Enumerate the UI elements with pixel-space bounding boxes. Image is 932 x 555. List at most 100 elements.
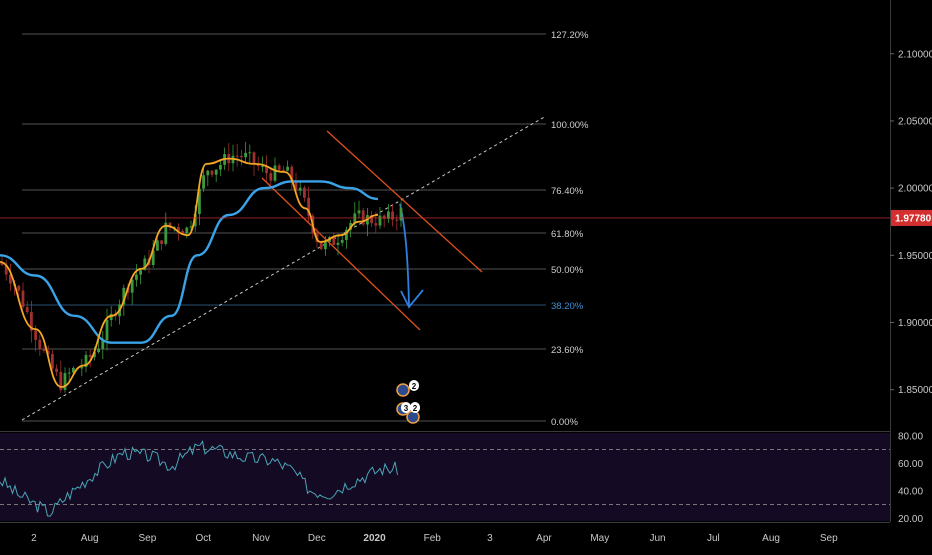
candle-body: [244, 152, 247, 158]
price-pane[interactable]: [0, 0, 890, 430]
candle-body: [4, 264, 8, 275]
channel-lower-line[interactable]: [261, 177, 421, 331]
candle-body: [294, 181, 298, 191]
time-tick-label: Aug: [762, 533, 780, 544]
candle-body: [248, 152, 252, 154]
candle-body: [273, 165, 277, 181]
event-count-label: 2: [413, 404, 418, 413]
rsi-tick-label: 60.00: [898, 459, 923, 470]
candle-body: [130, 279, 134, 293]
candle-body: [139, 270, 142, 275]
time-tick-label: Jun: [649, 533, 665, 544]
time-tick-label: Sep: [820, 533, 838, 544]
candle-body: [51, 354, 54, 369]
rsi-indicator: [0, 440, 890, 517]
forecast-arrow-head[interactable]: [400, 289, 424, 309]
candle-body: [42, 349, 46, 351]
candle-body: [189, 226, 193, 228]
fib-level-label: 50.00%: [551, 265, 584, 276]
candle-body: [303, 187, 306, 198]
price-tick-label: 1.95000: [898, 251, 932, 262]
candle-body: [181, 231, 184, 234]
fib-level-label: 61.80%: [551, 229, 584, 240]
time-tick-label: Apr: [536, 533, 552, 544]
price-axis[interactable]: 2.10000 2.05000 2.00000 1.95000 1.90000 1.850…: [0, 49, 932, 396]
time-tick-label: 3: [487, 533, 493, 544]
candle-body: [282, 169, 285, 171]
fib-level-label: 38.20%: [551, 301, 584, 312]
event-badges[interactable]: 23 2: [396, 380, 420, 424]
rsi-tick-label: 20.00: [898, 514, 923, 525]
dashed-trendline[interactable]: [21, 115, 547, 421]
candle-body: [395, 219, 399, 221]
candle-body: [156, 240, 159, 251]
candle-body: [198, 188, 201, 215]
candle-body: [256, 164, 260, 167]
candle-body: [265, 166, 268, 174]
candle-body: [324, 241, 327, 250]
candle-body: [177, 226, 180, 232]
fib-level-label: 100.00%: [551, 120, 589, 131]
time-tick-label: Dec: [308, 533, 326, 544]
price-tick-label: 2.10000: [898, 49, 932, 60]
event-flag-icon[interactable]: [396, 383, 410, 397]
time-axis[interactable]: 2 Aug Sep Oct Nov Dec 2020 Feb 3 Apr May Jun Jul Aug S…: [31, 533, 838, 544]
fib-level-label: 76.40%: [551, 186, 584, 197]
event-count-badge[interactable]: [409, 380, 419, 391]
candle-body: [290, 166, 294, 182]
candle-body: [336, 242, 340, 245]
time-tick-label: Sep: [139, 533, 157, 544]
candle-body: [46, 350, 50, 355]
candle-body: [345, 229, 348, 240]
candle-body: [374, 223, 378, 226]
candle-body: [378, 215, 382, 226]
price-tick-label: 1.90000: [898, 318, 932, 329]
candle-body: [164, 222, 168, 244]
candle-body: [80, 367, 84, 369]
candle-body: [63, 373, 67, 390]
candle-body: [105, 319, 109, 341]
candle-body: [357, 210, 361, 214]
time-tick-label: Feb: [424, 533, 442, 544]
candle-body: [109, 313, 113, 320]
rsi-line: [0, 440, 398, 517]
rsi-pane[interactable]: [0, 433, 890, 521]
channel-upper-line[interactable]: [326, 130, 483, 273]
event-count-badge[interactable]: [401, 402, 411, 413]
candle-body: [55, 368, 58, 372]
candle-body: [298, 187, 302, 191]
candle-body: [277, 165, 281, 170]
time-tick-label: 2: [31, 533, 37, 544]
price-tick-label: 1.85000: [898, 385, 932, 396]
candle-body: [172, 226, 176, 228]
fibonacci-retracement[interactable]: 127.20% 100.00% 76.40% 61.80% 50.00% 38.20% 23…: [22, 30, 589, 428]
candle-body: [143, 258, 147, 271]
candle-body: [34, 330, 37, 340]
time-tick-label: Oct: [195, 533, 211, 544]
price-tick-label: 2.00000: [898, 184, 932, 195]
ema-slow-line: [0, 180, 378, 344]
event-count-badge[interactable]: [410, 402, 420, 413]
fib-level-label: 0.00%: [551, 417, 578, 428]
candle-body: [269, 173, 273, 181]
candle-body: [214, 169, 218, 175]
candle-body: [387, 211, 390, 219]
candle-body: [370, 215, 373, 224]
candle-body: [319, 241, 323, 250]
price-tick-label: 2.05000: [898, 116, 932, 127]
candle-body: [30, 312, 33, 331]
candle-body: [9, 274, 12, 284]
fib-level-label: 127.20%: [551, 30, 589, 41]
candle-body: [193, 214, 197, 227]
rsi-tick-label: 80.00: [898, 431, 923, 442]
time-tick-label: May: [590, 533, 609, 544]
candle-body: [17, 285, 21, 291]
ema-fast-line: [0, 157, 378, 388]
candle-body: [151, 250, 155, 265]
candle-body: [67, 372, 71, 374]
current-price-badge: [891, 209, 932, 226]
candle-body: [332, 237, 336, 245]
candle-body: [84, 354, 88, 368]
